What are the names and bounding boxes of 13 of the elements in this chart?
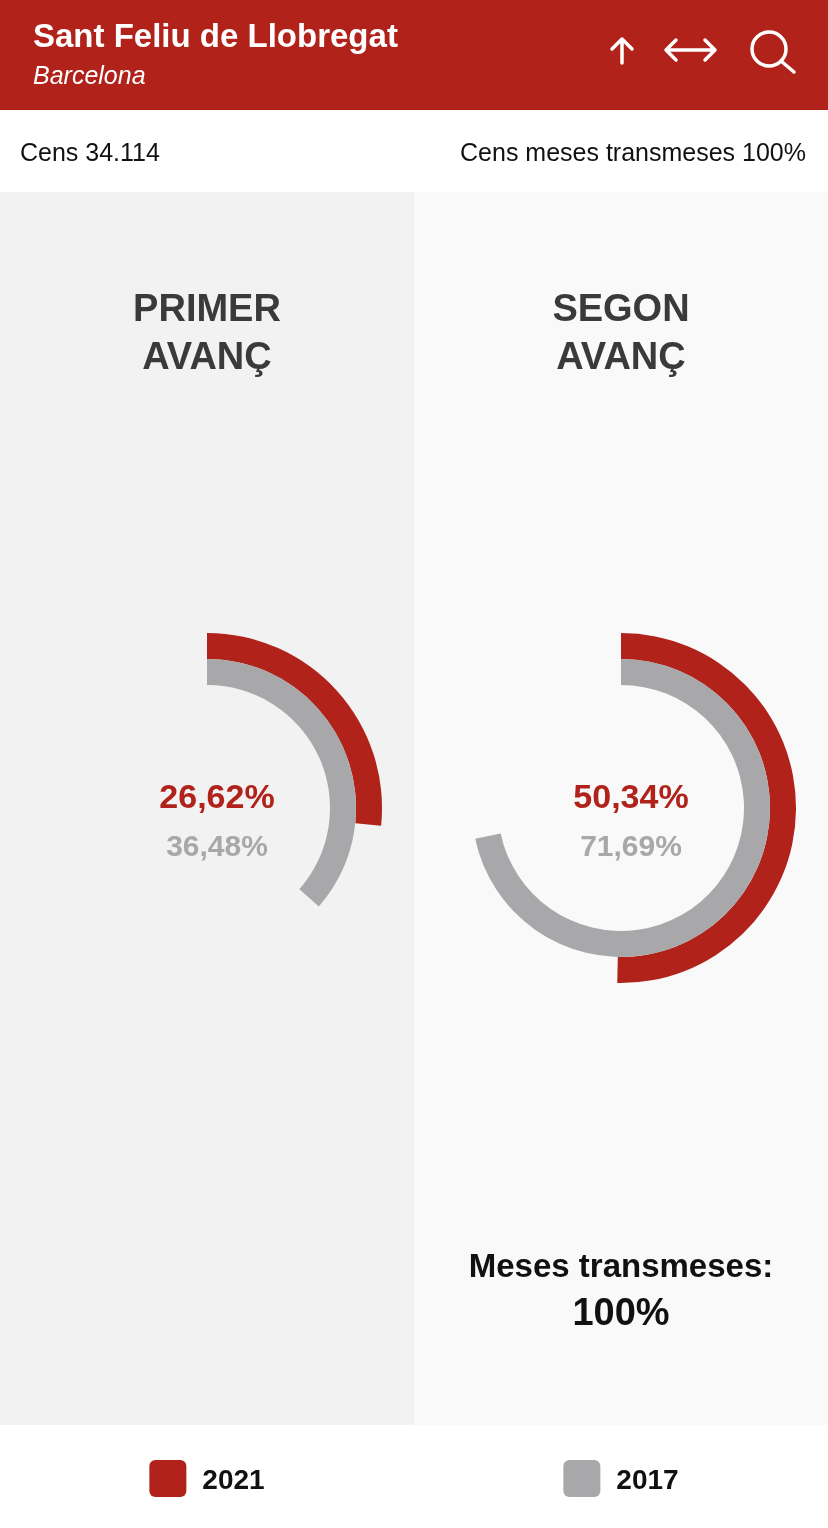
data-label: 71,69% xyxy=(580,829,682,862)
data-label: 50,34% xyxy=(573,777,689,815)
legend-label: 2017 xyxy=(616,1464,679,1495)
text: Meses transmeses: 100% xyxy=(468,1247,774,1333)
text: Cens meses transmeses 100% xyxy=(460,138,806,166)
text: Cens 34.114 xyxy=(20,138,161,166)
data-label: 36,48% xyxy=(166,829,268,862)
text: Barcelona xyxy=(33,61,146,89)
legend-label: 2021 xyxy=(202,1464,265,1495)
category-label: PRIMER AVANÇ xyxy=(133,287,281,377)
text: Sant Feliu de Llobregat xyxy=(33,17,398,54)
data-label: 26,62% xyxy=(159,777,275,815)
category-label: SEGON AVANÇ xyxy=(552,287,690,377)
